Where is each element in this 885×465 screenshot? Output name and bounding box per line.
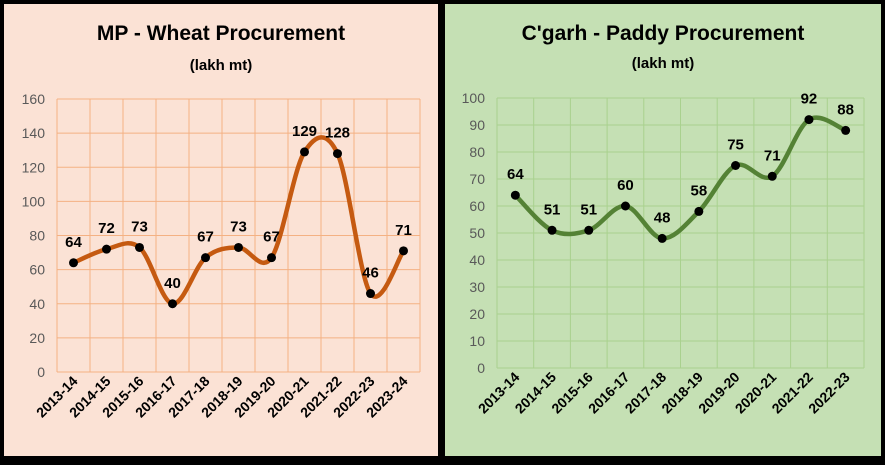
cgarh-paddy-data-point (731, 161, 741, 170)
cgarh-paddy-y-tick-label: 10 (469, 333, 485, 349)
mp-wheat-data-point (399, 246, 408, 256)
mp-wheat-data-label: 128 (325, 125, 350, 142)
mp-wheat-data-point (366, 289, 375, 299)
cgarh-paddy-data-point (510, 190, 520, 200)
cgarh-paddy-chart-subtitle: (lakh mt) (632, 55, 695, 72)
mp-wheat-data-point (333, 149, 342, 159)
mp-wheat-data-point (267, 253, 276, 263)
mp-wheat-data-point (135, 242, 144, 252)
cgarh-paddy-series: 64 51 51 60 48 58 75 71 92 88 (507, 91, 854, 243)
cgarh-paddy-data-point (547, 225, 557, 235)
mp-wheat-y-tick-label: 100 (22, 193, 46, 209)
mp-wheat-data-point (69, 258, 78, 268)
cgarh-paddy-data-label: 60 (617, 177, 634, 194)
cgarh-paddy-data-label: 88 (837, 101, 854, 118)
mp-wheat-chart-subtitle: (lakh mt) (190, 57, 253, 74)
mp-wheat-y-tick-label: 80 (29, 228, 45, 244)
cgarh-paddy-data-point (767, 171, 777, 181)
cgarh-paddy-data-label: 71 (764, 147, 781, 164)
mp-wheat-data-label: 64 (65, 234, 82, 251)
cgarh-paddy-data-point (657, 233, 667, 243)
cgarh-paddy-data-point (694, 206, 704, 216)
mp-wheat-data-label: 67 (263, 229, 280, 246)
mp-wheat-data-label: 72 (98, 220, 115, 237)
mp-wheat-chart-background (4, 4, 438, 456)
mp-wheat-data-point (201, 253, 210, 263)
cgarh-paddy-data-label: 75 (727, 137, 744, 154)
mp-wheat-data-point (234, 242, 243, 252)
mp-wheat-y-tick-label: 40 (29, 296, 45, 312)
mp-wheat-series: 64 72 73 40 67 73 67 129 128 46 71 (65, 123, 412, 309)
cgarh-paddy-data-label: 92 (801, 91, 818, 108)
mp-wheat-y-tick-label: 140 (22, 125, 46, 141)
mp-wheat-data-label: 73 (131, 218, 148, 235)
cgarh-paddy-y-tick-label: 60 (469, 198, 485, 214)
mp-wheat-data-label: 46 (362, 265, 379, 282)
cgarh-paddy-chart-background (445, 4, 881, 456)
cgarh-paddy-data-label: 64 (507, 166, 524, 183)
cgarh-paddy-y-tick-label: 30 (469, 279, 485, 295)
cgarh-paddy-series-line (513, 115, 848, 241)
cgarh-paddy-y-tick-label: 100 (462, 90, 486, 106)
mp-wheat-y-tick-label: 120 (22, 159, 46, 175)
cgarh-paddy-y-tick-label: 0 (477, 360, 485, 376)
cgarh-paddy-y-tick-label: 70 (469, 171, 485, 187)
mp-wheat-y-tick-label: 60 (29, 262, 45, 278)
cgarh-paddy-data-point (804, 115, 814, 125)
mp-wheat-gridlines (56, 98, 421, 373)
mp-wheat-data-label: 40 (164, 275, 181, 292)
cgarh-paddy-data-label: 48 (654, 209, 671, 226)
mp-wheat-y-axis: 0 20 40 60 80 100 120 140 160 (22, 91, 46, 380)
mp-wheat-data-point (300, 147, 309, 157)
cgarh-paddy-y-tick-label: 40 (469, 252, 485, 268)
mp-wheat-data-label: 129 (292, 123, 317, 140)
mp-wheat-y-tick-label: 160 (22, 91, 46, 107)
cgarh-paddy-chart-title: C'garh - Paddy Procurement (522, 22, 805, 45)
mp-wheat-chart-panel: MP - Wheat Procurement (lakh mt) 0 20 40 60… (4, 4, 438, 456)
cgarh-paddy-data-point (584, 225, 594, 235)
cgarh-paddy-y-axis: 0 10 20 30 40 50 60 70 80 90 100 (462, 90, 486, 376)
cgarh-paddy-y-tick-label: 20 (469, 306, 485, 322)
cgarh-paddy-y-tick-label: 50 (469, 225, 485, 241)
cgarh-paddy-gridlines (496, 97, 865, 369)
cgarh-paddy-y-tick-label: 90 (469, 117, 485, 133)
mp-wheat-chart-title: MP - Wheat Procurement (97, 22, 345, 45)
cgarh-paddy-data-label: 51 (580, 201, 597, 218)
mp-wheat-data-label: 67 (197, 229, 214, 246)
mp-wheat-data-label: 73 (230, 218, 247, 235)
cgarh-paddy-data-point (841, 125, 851, 135)
mp-wheat-data-point (168, 299, 177, 309)
cgarh-paddy-chart-panel: C'garh - Paddy Procurement (lakh mt) 0 10… (445, 4, 881, 456)
cgarh-paddy-data-label: 58 (691, 182, 708, 199)
cgarh-paddy-data-point (620, 201, 630, 211)
cgarh-paddy-y-tick-label: 80 (469, 144, 485, 160)
mp-wheat-data-point (102, 244, 111, 254)
mp-wheat-y-tick-label: 20 (29, 330, 45, 346)
cgarh-paddy-data-label: 51 (544, 201, 561, 218)
mp-wheat-data-label: 71 (395, 222, 412, 239)
mp-wheat-y-tick-label: 0 (37, 364, 45, 380)
